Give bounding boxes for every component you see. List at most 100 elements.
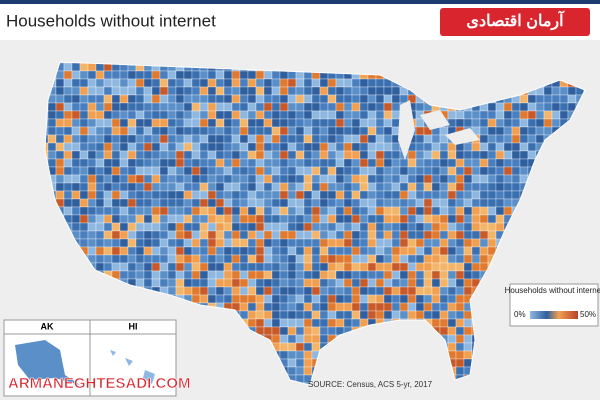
county (119, 182, 129, 192)
county (343, 246, 353, 256)
county (367, 150, 377, 160)
county (87, 126, 97, 136)
county (215, 86, 225, 96)
county (375, 270, 385, 280)
county (343, 190, 353, 200)
county (455, 206, 465, 216)
county (191, 134, 201, 144)
county (335, 294, 345, 304)
county (55, 94, 65, 104)
county (271, 318, 281, 328)
county (399, 158, 409, 168)
county (95, 182, 105, 192)
county (303, 302, 313, 312)
county (503, 190, 513, 200)
county (287, 78, 297, 88)
county (119, 118, 129, 128)
county (127, 214, 137, 224)
county (127, 174, 137, 184)
county (167, 102, 177, 112)
county (359, 254, 369, 264)
county (231, 70, 241, 80)
county (543, 102, 553, 112)
county (151, 190, 161, 200)
county (119, 142, 129, 152)
county (143, 78, 153, 88)
county (255, 246, 265, 256)
county (63, 70, 73, 80)
county (431, 238, 441, 248)
county (447, 222, 457, 232)
county (71, 110, 81, 120)
county (135, 126, 145, 136)
county (151, 214, 161, 224)
county (447, 190, 457, 200)
county (55, 166, 65, 176)
county (447, 262, 457, 272)
county (471, 214, 481, 224)
county (287, 286, 297, 296)
county (207, 78, 217, 88)
county (247, 158, 257, 168)
county (311, 142, 321, 152)
county (383, 278, 393, 288)
county (231, 198, 241, 208)
county (119, 238, 129, 248)
county (399, 222, 409, 232)
county (247, 206, 257, 216)
county (223, 230, 233, 240)
county (447, 238, 457, 248)
county (127, 206, 137, 216)
county (207, 238, 217, 248)
county (207, 94, 217, 104)
county (263, 110, 273, 120)
county (183, 262, 193, 272)
county (295, 134, 305, 144)
county (271, 294, 281, 304)
county (167, 270, 177, 280)
county (391, 182, 401, 192)
county (231, 142, 241, 152)
county (367, 198, 377, 208)
county (207, 294, 217, 304)
county (511, 118, 521, 128)
county (391, 222, 401, 232)
county (87, 110, 97, 120)
county (143, 222, 153, 232)
county (95, 78, 105, 88)
county (335, 246, 345, 256)
county (135, 270, 145, 280)
county (159, 174, 169, 184)
county (351, 286, 361, 296)
county (327, 126, 337, 136)
county (71, 118, 81, 128)
county (175, 198, 185, 208)
county (303, 246, 313, 256)
county (423, 166, 433, 176)
county (303, 198, 313, 208)
county (359, 102, 369, 112)
county (47, 134, 57, 144)
county (63, 142, 73, 152)
county (351, 126, 361, 136)
county (287, 118, 297, 128)
county (87, 142, 97, 152)
county (183, 166, 193, 176)
county (359, 182, 369, 192)
county (535, 102, 545, 112)
county (471, 198, 481, 208)
county (207, 286, 217, 296)
county (143, 238, 153, 248)
county (95, 166, 105, 176)
county (439, 294, 449, 304)
county (463, 118, 473, 128)
county (383, 262, 393, 272)
county (367, 102, 377, 112)
county (263, 230, 273, 240)
county (79, 150, 89, 160)
county (247, 214, 257, 224)
county (127, 254, 137, 264)
county (479, 214, 489, 224)
county (119, 166, 129, 176)
county (479, 246, 489, 256)
